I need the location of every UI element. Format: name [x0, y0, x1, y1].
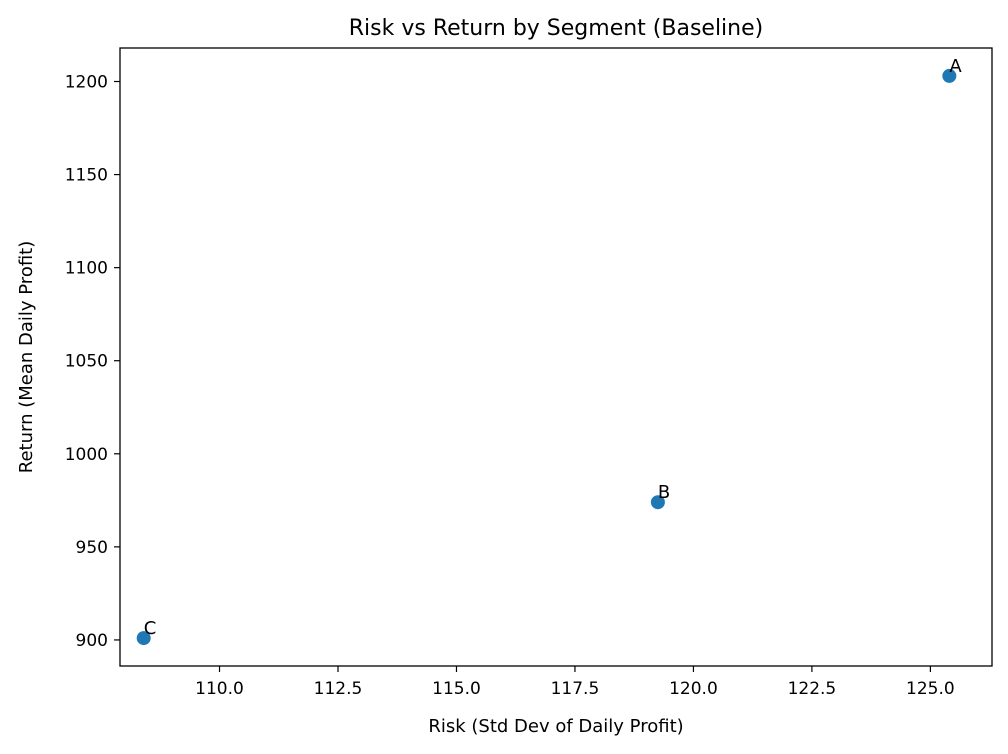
x-tick-label: 117.5	[551, 679, 600, 699]
y-tick-label: 950	[76, 538, 108, 558]
y-tick-label: 900	[76, 631, 108, 651]
data-point-a	[942, 68, 957, 83]
x-tick-label: 125.0	[906, 679, 955, 699]
y-tick-label: 1150	[65, 166, 108, 186]
x-tick-label: 112.5	[314, 679, 363, 699]
x-tick-label: 115.0	[432, 679, 481, 699]
y-tick-label: 1100	[65, 259, 108, 279]
data-point-c	[136, 631, 151, 646]
data-points: A B C	[136, 56, 962, 646]
y-axis-ticks: 900 950 1000 1050 1100 1150 1200	[65, 73, 120, 651]
x-axis-ticks: 110.0 112.5 115.0 117.5 120.0 122.5 125.0	[195, 666, 955, 699]
y-tick-label: 1200	[65, 73, 108, 93]
data-point-b	[650, 495, 665, 510]
point-label-a: A	[949, 56, 962, 77]
x-tick-label: 110.0	[195, 679, 244, 699]
x-tick-label: 122.5	[788, 679, 837, 699]
x-tick-label: 120.0	[669, 679, 718, 699]
y-tick-label: 1050	[65, 352, 108, 372]
y-tick-label: 1000	[65, 445, 108, 465]
point-label-c: C	[144, 618, 157, 639]
point-label-b: B	[658, 482, 670, 503]
x-axis-title: Risk (Std Dev of Daily Profit)	[428, 716, 683, 737]
y-axis-title: Return (Mean Daily Profit)	[16, 241, 37, 473]
plot-area-frame	[119, 47, 993, 667]
chart-title: Risk vs Return by Segment (Baseline)	[349, 16, 763, 41]
